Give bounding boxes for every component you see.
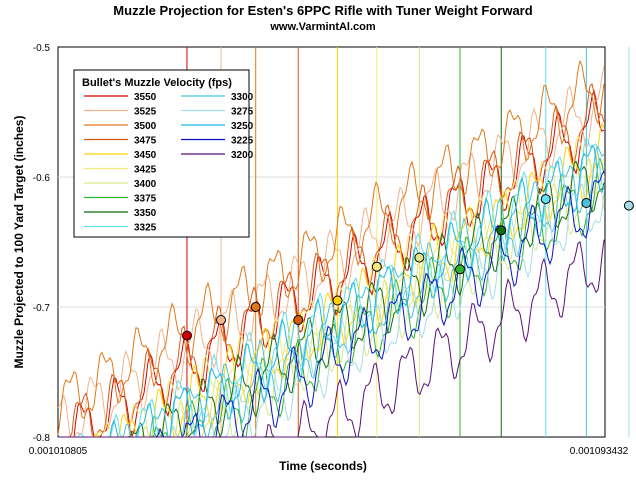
exit-marker-3425 xyxy=(371,261,382,272)
legend-label-3450: 3450 xyxy=(134,150,157,161)
legend-label-3425: 3425 xyxy=(134,165,157,176)
series-line-3475 xyxy=(58,82,605,438)
exit-marker-3475 xyxy=(293,315,304,325)
legend-label-3375: 3375 xyxy=(134,194,157,205)
legend-label-3225: 3225 xyxy=(231,136,254,147)
legend-label-3250: 3250 xyxy=(231,121,254,132)
legend-label-3550: 3550 xyxy=(134,92,157,103)
exit-marker-3275 xyxy=(623,200,634,211)
exit-marker-3400 xyxy=(414,252,425,263)
exit-markers xyxy=(181,194,634,341)
chart-title: Muzzle Projection for Esten's 6PPC Rifle… xyxy=(113,3,532,18)
x-tick-label-start: 0.001010805 xyxy=(29,446,88,457)
exit-marker-3525 xyxy=(215,315,226,325)
y-axis-label: Muzzle Projected to 100 Yard Target (inc… xyxy=(12,116,26,369)
y-tick-label: -0.6 xyxy=(33,173,51,184)
series-line-3500 xyxy=(57,59,605,436)
legend-label-3275: 3275 xyxy=(231,107,254,118)
exit-marker-3450 xyxy=(332,295,343,306)
y-tick-labels: -0.8 -0.7 -0.6 -0.5 xyxy=(33,43,51,444)
legend-label-3200: 3200 xyxy=(231,150,254,161)
legend-label-3400: 3400 xyxy=(134,179,157,190)
legend-label-3350: 3350 xyxy=(134,208,157,219)
legend-title: Bullet's Muzzle Velocity (fps) xyxy=(82,77,232,89)
legend-label-3325: 3325 xyxy=(134,223,157,234)
series-lines xyxy=(57,59,605,439)
legend-label-3525: 3525 xyxy=(134,107,157,118)
series-line-3250 xyxy=(58,144,605,438)
legend-label-3500: 3500 xyxy=(134,121,157,132)
chart-subtitle: www.VarmintAl.com xyxy=(269,21,376,33)
exit-marker-3325 xyxy=(540,194,551,205)
exit-marker-3375 xyxy=(454,264,465,275)
legend: Bullet's Muzzle Velocity (fps) 355035253… xyxy=(73,69,254,238)
legend-label-3475: 3475 xyxy=(134,136,157,147)
y-tick-label: -0.7 xyxy=(33,303,51,314)
y-tick-label: -0.5 xyxy=(33,43,51,54)
series-line-3200 xyxy=(58,239,605,438)
legend-label-3300: 3300 xyxy=(231,92,254,103)
series-line-3525 xyxy=(57,66,605,438)
x-tick-label-end: 0.001093432 xyxy=(570,446,629,457)
x-axis-label: Time (seconds) xyxy=(279,459,367,473)
legend-items: 3550 3525 3500 3475 3450 3425 3400 3375 3350 3325… xyxy=(84,92,254,234)
exit-marker-3500 xyxy=(250,302,261,312)
exit-marker-3350 xyxy=(496,225,507,236)
exit-marker-3550 xyxy=(181,330,192,341)
y-tick-label: -0.8 xyxy=(33,433,51,444)
exit-marker-3300 xyxy=(581,198,592,208)
